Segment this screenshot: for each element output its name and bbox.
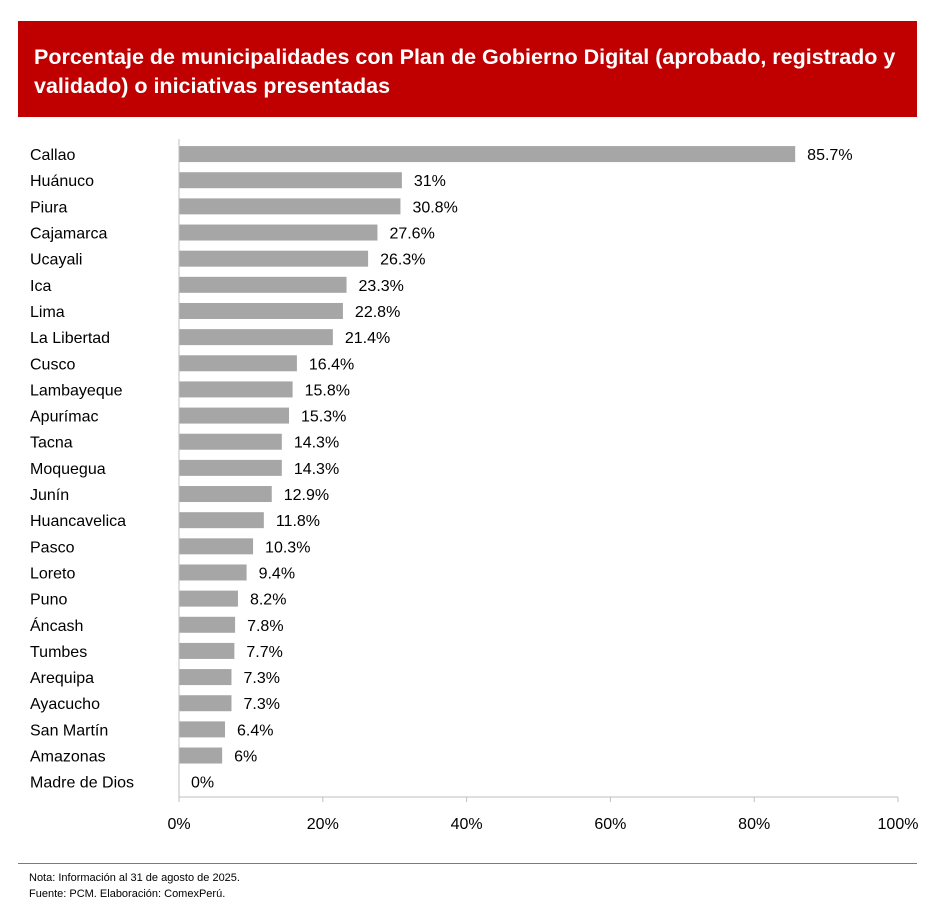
- data-label: 22.8%: [355, 304, 400, 321]
- bar: [179, 329, 333, 346]
- category-label: Lima: [30, 304, 65, 321]
- data-label: 11.8%: [276, 513, 320, 530]
- data-label: 14.3%: [294, 461, 339, 478]
- data-label: 7.7%: [246, 644, 282, 661]
- bar: [179, 250, 369, 267]
- data-label: 21.4%: [345, 330, 390, 347]
- category-label: Tumbes: [30, 644, 87, 661]
- data-label: 26.3%: [380, 252, 425, 269]
- data-label: 10.3%: [265, 539, 310, 556]
- data-label: 16.4%: [309, 356, 354, 373]
- data-label: 7.8%: [247, 618, 283, 635]
- bar: [179, 172, 402, 189]
- category-label: Pasco: [30, 539, 75, 556]
- bar: [179, 695, 232, 712]
- x-tick-label: 20%: [307, 816, 339, 833]
- category-label: Piura: [30, 199, 67, 216]
- x-tick-label: 100%: [878, 816, 919, 833]
- bar: [179, 747, 223, 764]
- category-label: Moquegua: [30, 461, 106, 478]
- category-label: Cajamarca: [30, 226, 107, 243]
- chart-notes: Nota: Información al 31 de agosto de 202…: [29, 870, 240, 902]
- bar: [179, 198, 401, 215]
- data-label: 15.8%: [305, 382, 350, 399]
- category-label: Loreto: [30, 565, 75, 582]
- bar: [179, 564, 247, 581]
- note-text: Nota: Información al 31 de agosto de 202…: [29, 872, 240, 884]
- category-label: Ucayali: [30, 252, 82, 269]
- bar: [179, 512, 264, 529]
- data-label: 7.3%: [243, 696, 279, 713]
- category-label: Puno: [30, 592, 67, 609]
- bar: [179, 433, 282, 450]
- bar: [179, 146, 796, 163]
- bar: [179, 669, 232, 686]
- category-label: Arequipa: [30, 670, 94, 687]
- category-label: Ica: [30, 278, 51, 295]
- data-label: 9.4%: [259, 565, 295, 582]
- data-label: 7.3%: [243, 670, 279, 687]
- data-label: 31%: [414, 173, 446, 190]
- x-tick-label: 80%: [738, 816, 770, 833]
- data-label: 23.3%: [359, 278, 404, 295]
- category-label: Áncash: [30, 616, 83, 635]
- x-tick-label: 0%: [167, 816, 190, 833]
- chart-header: Porcentaje de municipalidades con Plan d…: [18, 21, 917, 117]
- bar: [179, 276, 347, 293]
- category-label: Huánuco: [30, 173, 94, 190]
- category-label: Callao: [30, 147, 75, 164]
- category-label: Cusco: [30, 356, 75, 373]
- bar: [179, 486, 272, 503]
- source-text: Fuente: PCM. Elaboración: ComexPerú.: [29, 888, 226, 900]
- data-label: 0%: [191, 775, 214, 792]
- bar: [179, 224, 378, 241]
- category-label: Amazonas: [30, 749, 106, 766]
- data-label: 85.7%: [807, 147, 852, 164]
- bar: [179, 721, 226, 738]
- category-label: Apurímac: [30, 409, 98, 426]
- x-tick-label: 40%: [451, 816, 483, 833]
- data-label: 8.2%: [250, 592, 286, 609]
- category-label: Ayacucho: [30, 696, 100, 713]
- bar: [179, 538, 254, 555]
- category-label: Huancavelica: [30, 513, 126, 530]
- data-label: 12.9%: [284, 487, 329, 504]
- category-label: Madre de Dios: [30, 775, 134, 792]
- data-label: 6.4%: [237, 722, 273, 739]
- x-tick-label: 60%: [594, 816, 626, 833]
- category-label: Lambayeque: [30, 382, 123, 399]
- bar-chart: Callao 85.7% Huánuco 31% Piura 30.8% Cajamarca…: [30, 139, 919, 833]
- bar: [179, 302, 343, 319]
- category-label: Junín: [30, 487, 69, 504]
- data-label: 15.3%: [301, 409, 346, 426]
- bar: [179, 355, 297, 372]
- category-label: Tacna: [30, 435, 73, 452]
- bar: [179, 616, 236, 633]
- category-label: San Martín: [30, 722, 108, 739]
- footer-divider: [18, 863, 917, 864]
- chart-title: Porcentaje de municipalidades con Plan d…: [34, 45, 896, 98]
- data-label: 14.3%: [294, 435, 339, 452]
- data-label: 30.8%: [412, 199, 457, 216]
- bar: [179, 590, 238, 607]
- data-label: 6%: [234, 749, 257, 766]
- bar: [179, 407, 290, 424]
- bar: [179, 459, 282, 476]
- bar: [179, 642, 235, 659]
- data-label: 27.6%: [389, 226, 434, 243]
- category-label: La Libertad: [30, 330, 110, 347]
- bar: [179, 381, 293, 398]
